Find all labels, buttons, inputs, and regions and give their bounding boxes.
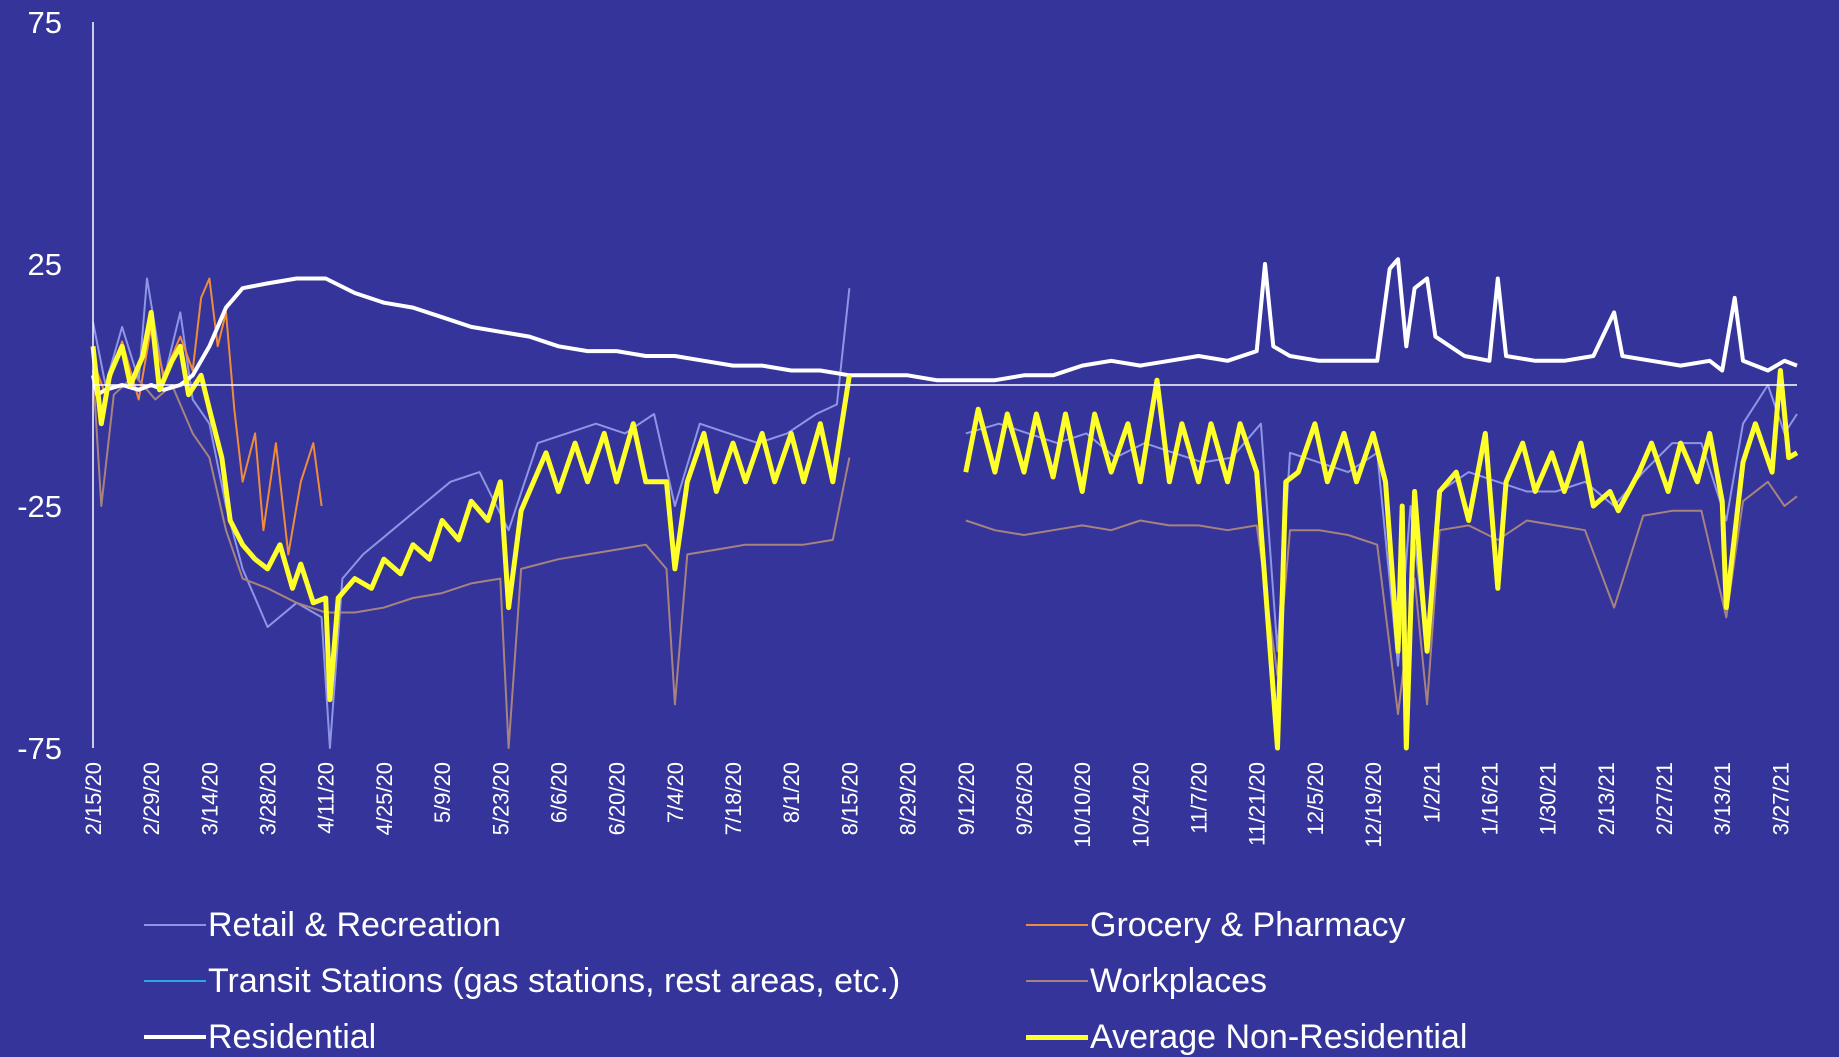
legend: Retail & Recreation Grocery & Pharmacy T… bbox=[140, 900, 1839, 1057]
series-4-group bbox=[91, 257, 1798, 397]
y-tick-label: 75 bbox=[28, 5, 62, 40]
x-tick-label: 2/13/21 bbox=[1594, 762, 1619, 835]
legend-swatch-average bbox=[1026, 1034, 1088, 1040]
x-tick-label: 12/19/20 bbox=[1361, 762, 1386, 848]
legend-label-grocery: Grocery & Pharmacy bbox=[1090, 905, 1406, 944]
series-3-group bbox=[92, 370, 1798, 749]
series-line-grocery bbox=[92, 277, 323, 556]
legend-swatch-retail bbox=[144, 924, 206, 926]
legend-swatch-transit bbox=[144, 980, 206, 982]
x-tick-label: 10/24/20 bbox=[1128, 762, 1153, 848]
x-tick-label: 8/1/20 bbox=[779, 762, 804, 823]
x-tick-label: 3/27/21 bbox=[1768, 762, 1793, 835]
x-tick-label: 1/30/21 bbox=[1536, 762, 1561, 835]
legend-item-retail: Retail & Recreation bbox=[144, 905, 501, 945]
x-tick-label: 1/16/21 bbox=[1477, 762, 1502, 835]
legend-item-transit: Transit Stations (gas stations, rest are… bbox=[144, 961, 900, 1001]
x-tick-label: 11/21/20 bbox=[1245, 762, 1270, 846]
y-tick-label: -75 bbox=[17, 731, 62, 766]
legend-label-residential: Residential bbox=[208, 1017, 377, 1056]
legend-label-transit: Transit Stations (gas stations, rest are… bbox=[208, 961, 901, 1000]
legend-swatch-residential bbox=[144, 1035, 206, 1039]
x-tick-label: 2/29/20 bbox=[139, 762, 164, 835]
x-tick-label: 6/20/20 bbox=[605, 762, 630, 835]
legend-item-grocery: Grocery & Pharmacy bbox=[1026, 905, 1406, 945]
series-line-residential bbox=[91, 257, 1798, 397]
x-tick-label: 5/23/20 bbox=[488, 762, 513, 835]
x-tick-label: 8/15/20 bbox=[837, 762, 862, 835]
legend-item-residential: Residential bbox=[144, 1017, 376, 1057]
y-tick-label: -25 bbox=[17, 489, 62, 524]
x-tick-label: 8/29/20 bbox=[896, 762, 921, 835]
series-0-group bbox=[92, 277, 1798, 749]
x-tick-label: 10/10/20 bbox=[1070, 762, 1095, 848]
legend-swatch-workplaces bbox=[1026, 980, 1088, 982]
series-1-group bbox=[92, 277, 323, 556]
legend-label-workplaces: Workplaces bbox=[1090, 961, 1267, 1000]
series-line-average-part1 bbox=[90, 309, 852, 703]
legend-item-average: Average Non-Residential bbox=[1026, 1017, 1467, 1057]
series-5-group bbox=[90, 309, 1799, 751]
x-tick-label: 12/5/20 bbox=[1303, 762, 1328, 835]
x-tick-label: 4/25/20 bbox=[372, 762, 397, 835]
x-tick-label: 11/7/20 bbox=[1187, 762, 1212, 834]
legend-swatch-grocery bbox=[1026, 924, 1088, 926]
x-tick-label: 7/18/20 bbox=[721, 762, 746, 835]
series-layer bbox=[90, 257, 1799, 751]
x-tick-label: 5/9/20 bbox=[430, 762, 455, 823]
x-tick-label: 4/11/20 bbox=[314, 762, 339, 834]
series-line-retail-part1 bbox=[92, 277, 851, 749]
x-tick-label: 9/12/20 bbox=[954, 762, 979, 835]
series-line-average-part2 bbox=[963, 368, 1799, 751]
axes: 75 25 -25 -75 2/15/20 2/29/20 3/14/20 3/28/20 4/… bbox=[17, 5, 1797, 848]
x-tick-label: 3/28/20 bbox=[256, 762, 281, 835]
legend-item-workplaces: Workplaces bbox=[1026, 961, 1267, 1001]
x-tick-label: 6/6/20 bbox=[547, 762, 572, 823]
legend-label-retail: Retail & Recreation bbox=[208, 905, 501, 944]
series-line-workplaces-part1 bbox=[92, 370, 851, 749]
x-tick-label: 2/27/21 bbox=[1652, 762, 1677, 835]
x-tick-label: 2/15/20 bbox=[81, 762, 106, 835]
x-tick-label: 3/13/21 bbox=[1710, 762, 1735, 835]
x-tick-label: 1/2/21 bbox=[1419, 762, 1444, 823]
x-tick-label: 3/14/20 bbox=[197, 762, 222, 835]
series-line-workplaces-part2 bbox=[965, 480, 1798, 716]
legend-label-average: Average Non-Residential bbox=[1090, 1017, 1468, 1056]
y-tick-label: 25 bbox=[28, 247, 62, 282]
x-tick-label: 7/4/20 bbox=[663, 762, 688, 823]
x-tick-label: 9/26/20 bbox=[1012, 762, 1037, 835]
